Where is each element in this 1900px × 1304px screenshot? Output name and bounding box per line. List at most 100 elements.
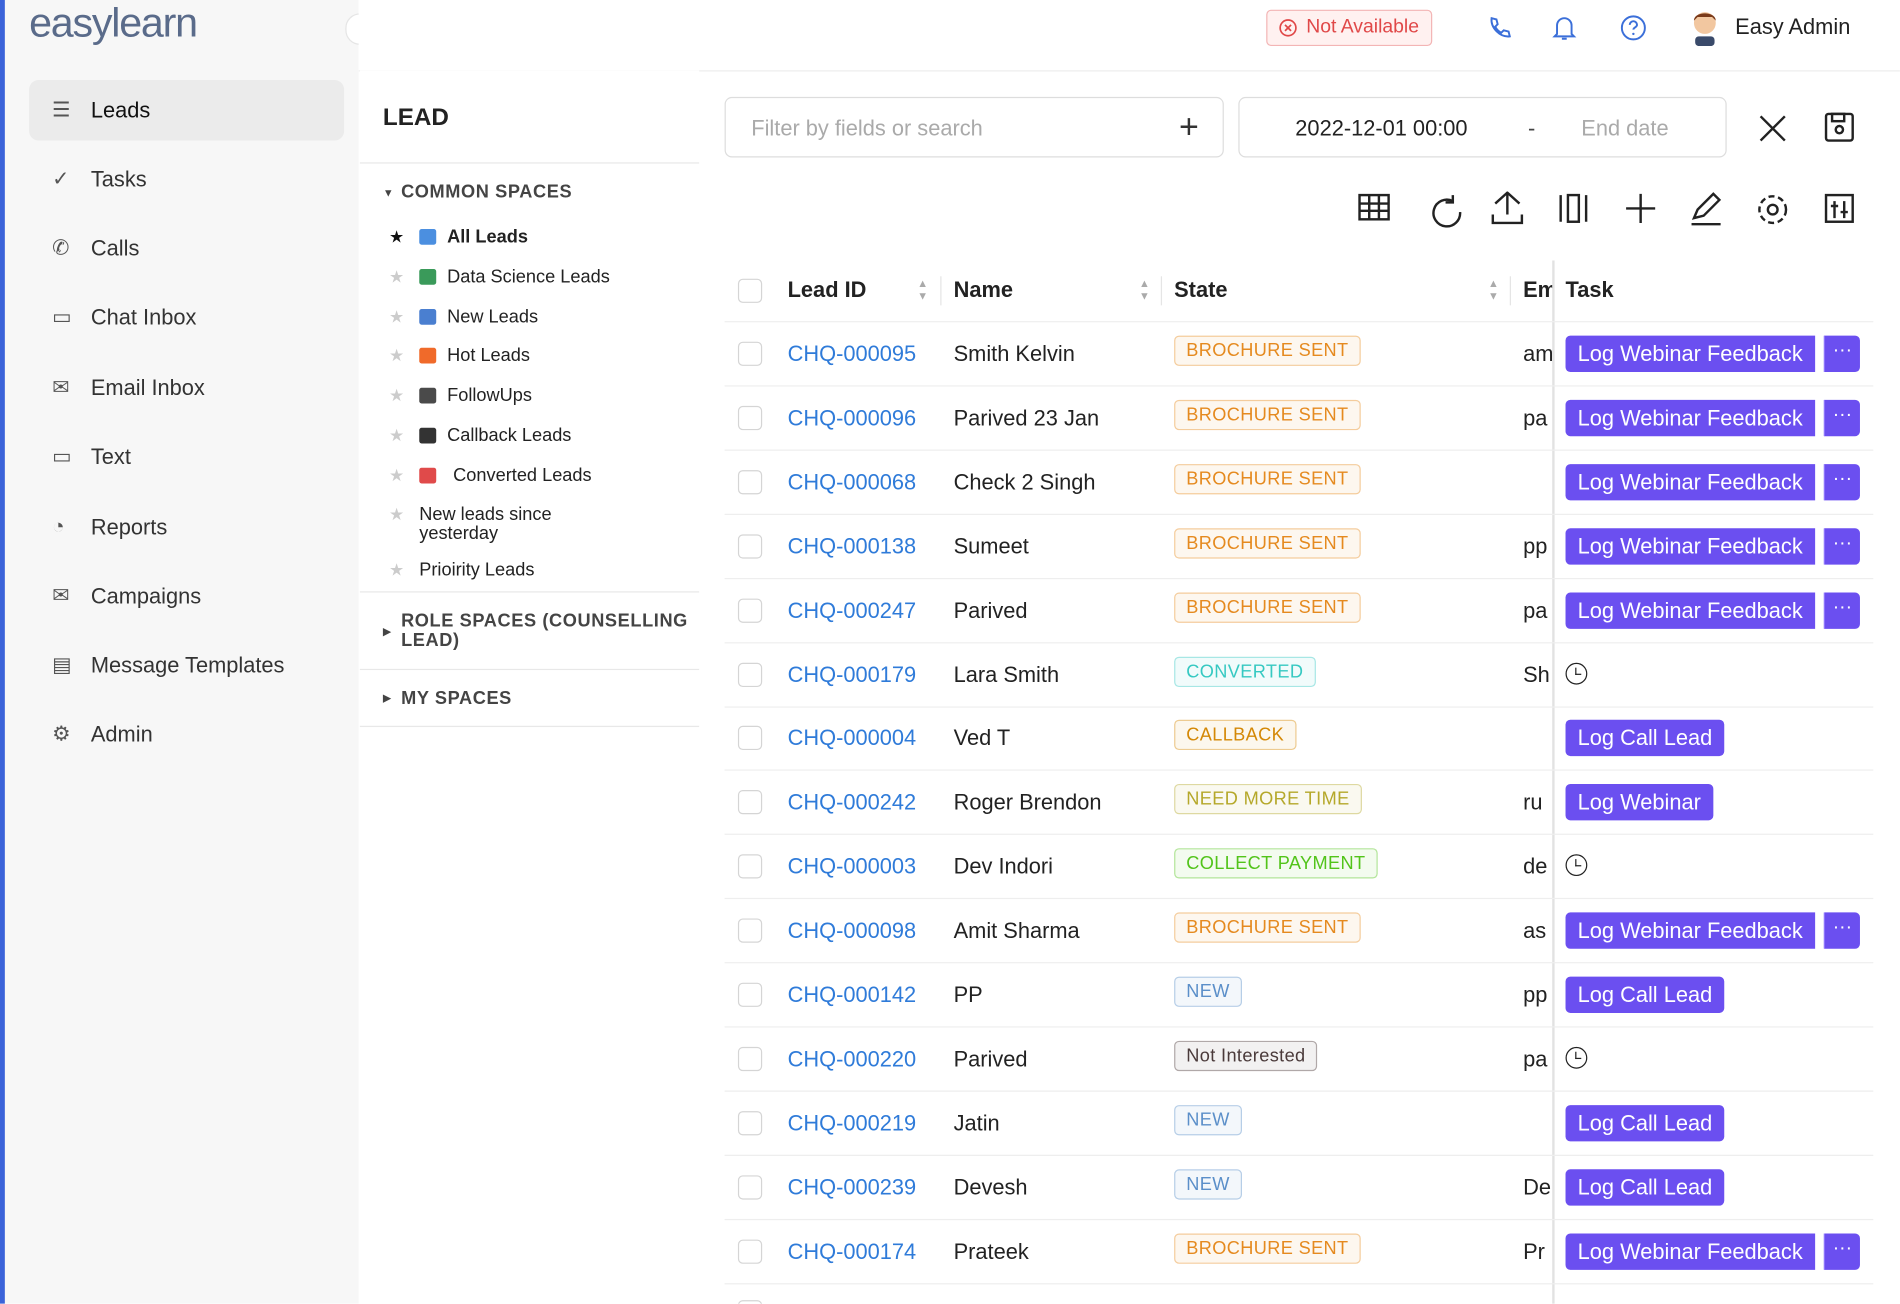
- logo[interactable]: easylearn: [29, 0, 198, 47]
- lead-id[interactable]: CHQ-000242: [787, 790, 917, 815]
- task-button[interactable]: Log Webinar Feedback: [1565, 592, 1815, 629]
- row-checkbox[interactable]: [737, 1046, 763, 1072]
- favorite-star[interactable]: ★: [388, 559, 405, 580]
- status-badge[interactable]: Not Available: [1266, 9, 1433, 47]
- lead-id[interactable]: CHQ-000098: [787, 918, 917, 943]
- space-item[interactable]: FollowUps: [447, 385, 532, 406]
- task-button[interactable]: Log Call Lead: [1565, 1104, 1725, 1142]
- help-icon[interactable]: [1619, 13, 1648, 42]
- task-more[interactable]: ···: [1823, 1233, 1860, 1270]
- favorite-star[interactable]: ★: [388, 266, 405, 286]
- nav-item[interactable]: Calls ✆: [52, 235, 140, 260]
- lead-id[interactable]: CHQ-000096: [787, 405, 917, 431]
- task-more[interactable]: ···: [1823, 335, 1860, 372]
- favorite-star[interactable]: ★: [388, 345, 405, 365]
- space-item[interactable]: New Leads: [447, 306, 539, 328]
- task-button[interactable]: Log Webinar Feedback: [1565, 912, 1815, 949]
- lead-id[interactable]: CHQ-000068: [787, 469, 917, 495]
- lead-id[interactable]: CHQ-000174: [787, 1239, 917, 1264]
- section-title[interactable]: COMMON SPACES: [401, 181, 573, 203]
- nav-item[interactable]: Text ▭: [52, 444, 131, 469]
- favorite-star[interactable]: ★: [388, 465, 405, 485]
- lead-id[interactable]: CHQ-000003: [787, 854, 917, 879]
- nav-item[interactable]: Message Templates ▤: [52, 652, 285, 677]
- task-more[interactable]: ···: [1823, 463, 1860, 501]
- row-checkbox[interactable]: [737, 533, 763, 559]
- lead-id[interactable]: CHQ-000138: [787, 533, 917, 559]
- bell-icon[interactable]: [1551, 13, 1578, 42]
- space-item[interactable]: Hot Leads: [447, 345, 530, 366]
- columns[interactable]: [1559, 193, 1588, 223]
- lead-id[interactable]: CHQ-000179: [787, 662, 917, 687]
- space-item[interactable]: Prioirity Leads: [419, 559, 535, 581]
- task-button[interactable]: Log Webinar Feedback: [1565, 335, 1815, 372]
- row-checkbox[interactable]: [737, 854, 763, 879]
- task-more[interactable]: ···: [1823, 399, 1860, 437]
- task-button[interactable]: Log Call Lead: [1565, 976, 1725, 1013]
- sort-icon[interactable]: ▲ ▼: [1138, 277, 1150, 302]
- task-button[interactable]: Log Call Lead: [1565, 720, 1725, 757]
- section-title[interactable]: MY SPACES: [401, 688, 512, 709]
- avatar[interactable]: [1689, 7, 1721, 47]
- table-view[interactable]: [1358, 193, 1390, 221]
- row-checkbox[interactable]: [737, 1174, 763, 1200]
- space-item[interactable]: All Leads: [447, 226, 528, 248]
- add-filter[interactable]: +: [1178, 107, 1199, 146]
- task-more[interactable]: ···: [1823, 527, 1860, 565]
- lead-id[interactable]: CHQ-000004: [787, 726, 917, 751]
- nav-item[interactable]: Reports ◔: [52, 514, 168, 539]
- refresh[interactable]: [1432, 195, 1462, 228]
- task-button[interactable]: Log Webinar Feedback: [1565, 463, 1815, 501]
- clear-button[interactable]: [1757, 113, 1789, 145]
- start-date[interactable]: 2022-12-01 00:00: [1295, 116, 1468, 141]
- section-title[interactable]: ROLE SPACES (COUNSELLING LEAD): [401, 610, 688, 651]
- row-checkbox[interactable]: [737, 662, 763, 687]
- task-button[interactable]: Log Webinar Feedback: [1565, 527, 1815, 565]
- row-checkbox[interactable]: [737, 918, 763, 943]
- row-checkbox[interactable]: [737, 469, 763, 495]
- favorite-star[interactable]: ★: [388, 306, 405, 326]
- task-button[interactable]: Log Call Lead: [1565, 1168, 1725, 1206]
- row-checkbox[interactable]: [737, 982, 763, 1007]
- filters[interactable]: [1824, 193, 1854, 223]
- favorite-star[interactable]: ★: [388, 385, 405, 405]
- lead-id[interactable]: CHQ-000220: [787, 1046, 917, 1072]
- date-range[interactable]: 2022-12-01 00:00 - End date: [1238, 96, 1727, 158]
- lead-id[interactable]: CHQ-000142: [787, 982, 917, 1007]
- favorite-star[interactable]: ★: [388, 226, 405, 246]
- select-all[interactable]: [737, 278, 763, 303]
- space-item[interactable]: Data Science Leads: [447, 266, 610, 288]
- nav-item[interactable]: Chat Inbox ▭: [52, 304, 197, 329]
- row-checkbox[interactable]: [737, 341, 763, 366]
- edit[interactable]: [1691, 192, 1722, 226]
- sort-icon[interactable]: ▲ ▼: [1487, 277, 1499, 302]
- task-button[interactable]: Log Webinar: [1565, 784, 1714, 821]
- lead-id[interactable]: CHQ-000095: [787, 341, 917, 366]
- row-checkbox[interactable]: [737, 598, 763, 623]
- export[interactable]: [1491, 191, 1524, 225]
- add[interactable]: [1626, 193, 1656, 223]
- row-checkbox[interactable]: [737, 1239, 763, 1264]
- user-name[interactable]: Easy Admin: [1735, 14, 1851, 39]
- lead-id[interactable]: CHQ-000219: [787, 1110, 917, 1136]
- task-button[interactable]: Log Webinar Feedback: [1565, 1233, 1815, 1270]
- filter-input[interactable]: Filter by fields or search +: [724, 96, 1224, 158]
- nav-item[interactable]: Campaigns ✉: [52, 583, 202, 608]
- nav-item[interactable]: Email Inbox ✉: [52, 375, 205, 400]
- sort-icon[interactable]: ▲ ▼: [917, 277, 929, 302]
- row-checkbox[interactable]: [737, 1110, 763, 1136]
- settings[interactable]: [1758, 195, 1788, 225]
- space-item[interactable]: Callback Leads: [447, 425, 572, 446]
- nav-item[interactable]: Tasks ✓: [52, 166, 147, 191]
- row-checkbox[interactable]: [737, 405, 763, 431]
- nav-item[interactable]: Admin ⚙: [52, 721, 153, 746]
- save-button[interactable]: [1824, 111, 1856, 143]
- favorite-star[interactable]: ★: [388, 504, 405, 524]
- task-button[interactable]: Log Webinar Feedback: [1565, 399, 1815, 437]
- nav-item[interactable]: Leads ☰: [29, 79, 345, 141]
- end-date[interactable]: End date: [1581, 116, 1669, 141]
- space-item[interactable]: Converted Leads: [453, 465, 592, 486]
- row-checkbox[interactable]: [737, 1300, 763, 1304]
- row-checkbox[interactable]: [737, 726, 763, 751]
- task-more[interactable]: ···: [1823, 912, 1860, 949]
